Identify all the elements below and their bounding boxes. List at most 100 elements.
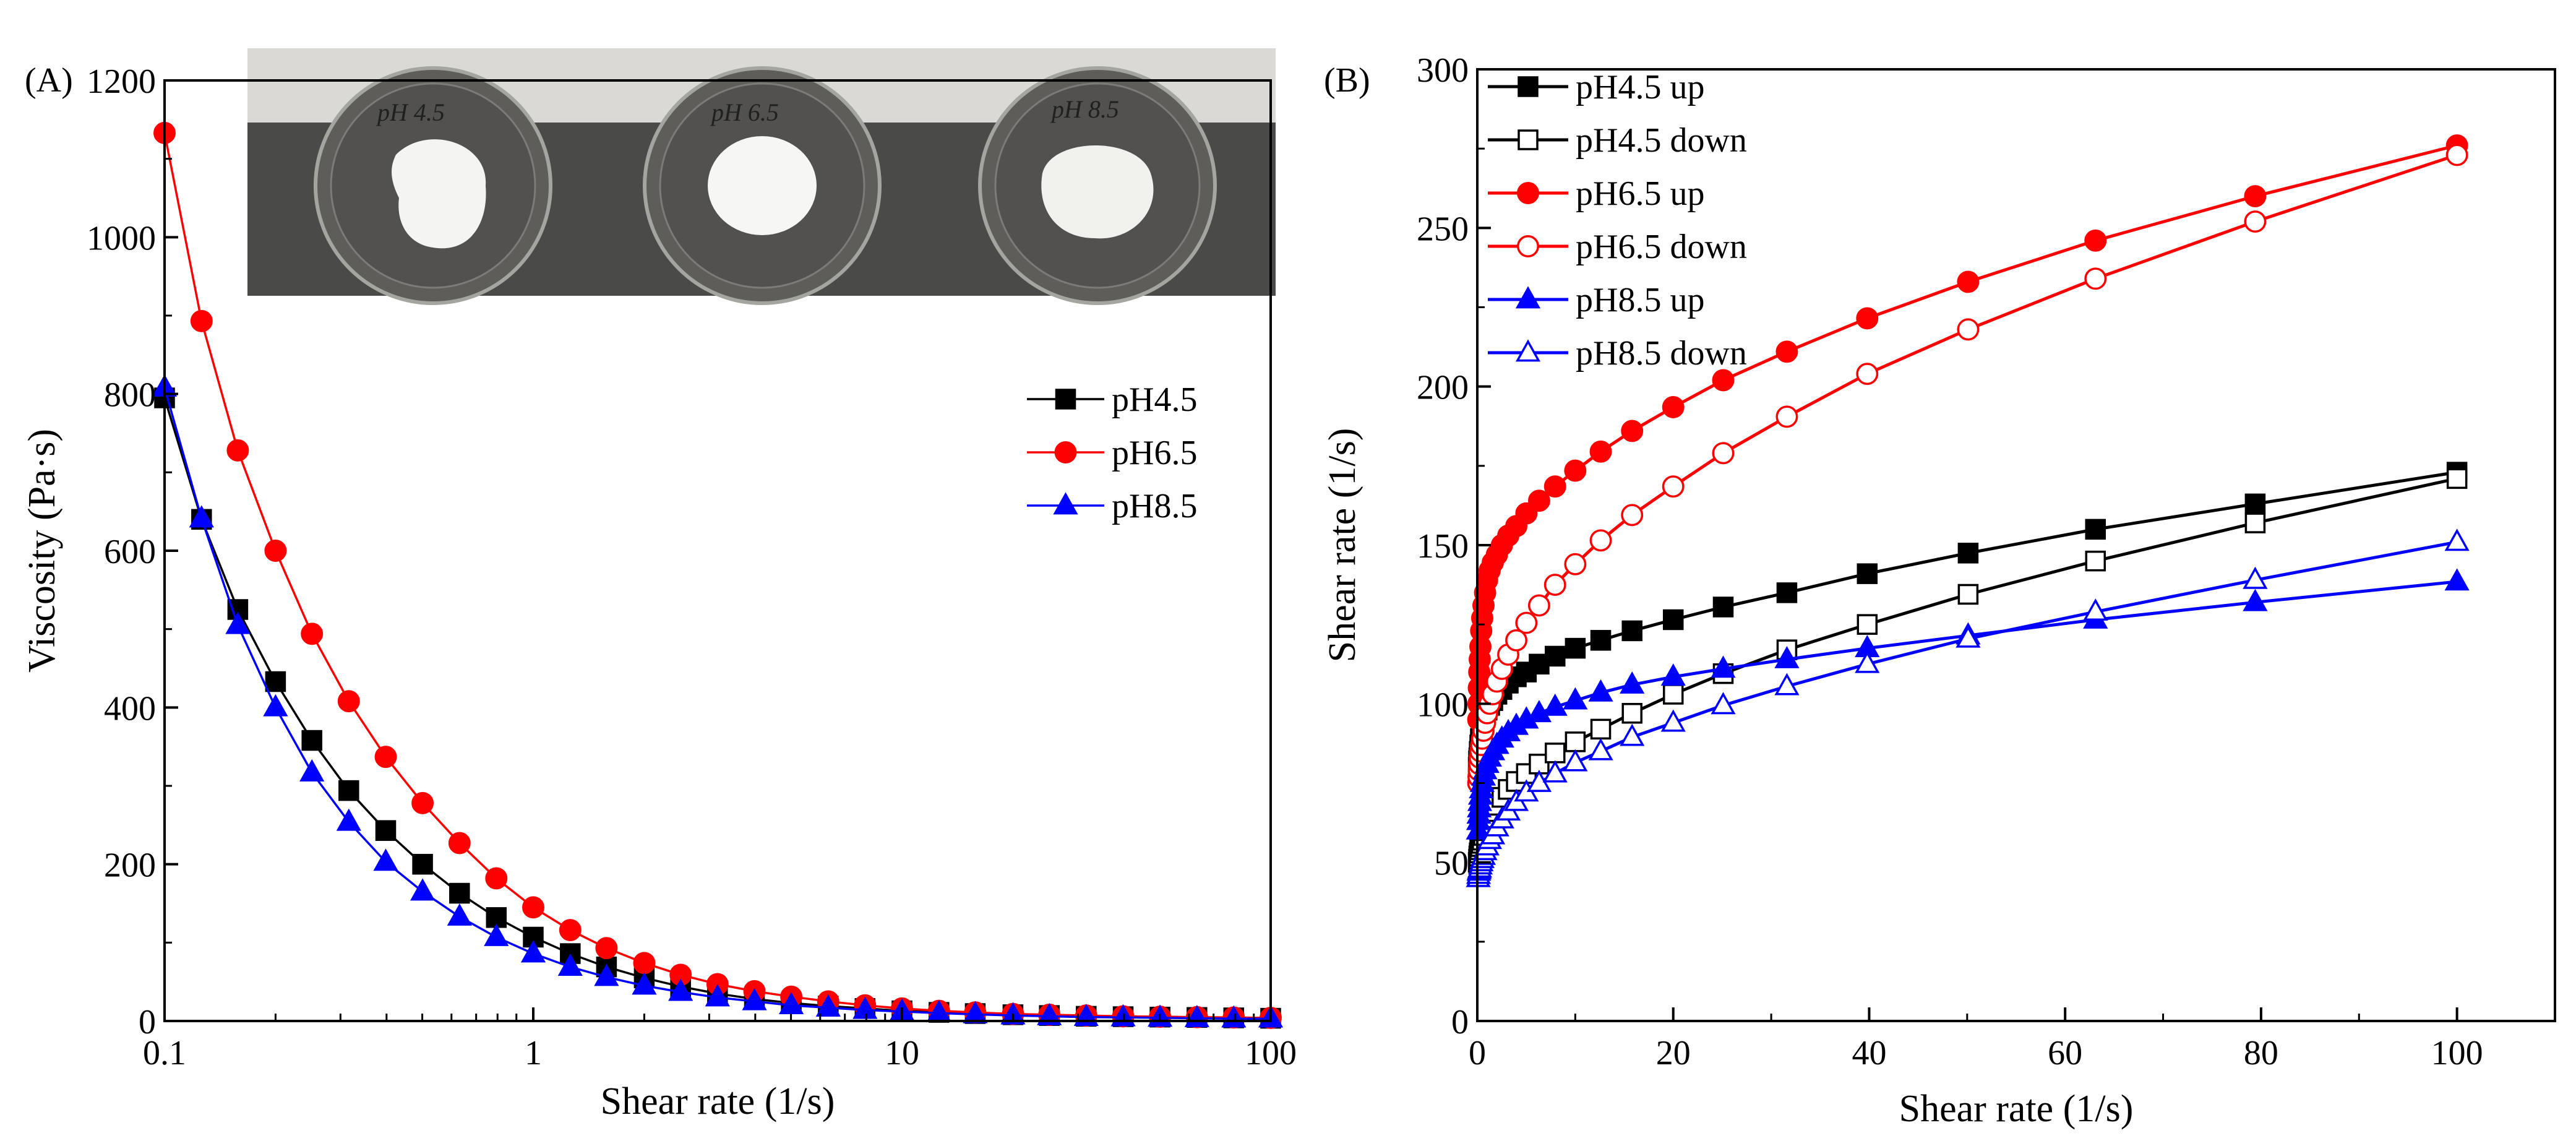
- b-point-ph6-5-down: [1775, 405, 1798, 428]
- a-point-ph8-5: [189, 505, 214, 528]
- a-point-ph8-5: [668, 978, 693, 1001]
- b-x-tick-label: 80: [2244, 1034, 2278, 1072]
- a-point-ph8-5: [373, 848, 398, 871]
- b-point-ph4-5-up: [1776, 582, 1798, 603]
- b-legend-item-ph8-5-up: pH8.5 up: [1488, 281, 1704, 319]
- a-legend-marker: [1053, 492, 1078, 515]
- a-point-ph8-5: [520, 940, 546, 963]
- a-point-ph4-5: [375, 820, 397, 841]
- b-point-ph8-5-up: [1660, 663, 1686, 686]
- b-point-ph6-5-up: [1527, 489, 1550, 512]
- b-legend-marker: [1517, 182, 1539, 204]
- b-point-ph8-5-down: [1588, 738, 1613, 760]
- b-legend-label: pH8.5 up: [1576, 281, 1704, 319]
- panel-b-axes: 0 20 40 60 80 100 0 50 100 150 200 250 300 Shear rate…: [1321, 51, 2556, 1130]
- b-point-ph4-5-down: [1565, 731, 1586, 752]
- b-x-tick-label: 60: [2048, 1034, 2082, 1072]
- a-x-axis-title: Shear rate (1/s): [601, 1080, 835, 1122]
- b-legend-label: pH8.5 down: [1576, 334, 1747, 373]
- b-x-tick-label: 40: [1852, 1034, 1886, 1072]
- a-point-ph6-5: [595, 937, 618, 960]
- a-point-ph6-5: [337, 690, 360, 713]
- b-point-ph6-5-up: [1621, 420, 1644, 442]
- b-y-tick-label: 300: [1417, 51, 1469, 90]
- a-point-ph8-5: [594, 963, 619, 986]
- b-legend-marker: [1515, 339, 1541, 362]
- b-point-ph4-5-up: [1529, 653, 1550, 674]
- b-y-axis-title: Shear rate (1/s): [1321, 428, 1363, 663]
- b-point-ph6-5-down: [1856, 363, 1879, 386]
- a-point-ph4-5: [301, 730, 322, 751]
- b-legend-label: pH6.5 down: [1576, 228, 1747, 266]
- a-point-ph4-5: [449, 882, 470, 904]
- panel-b-label: (B): [1324, 61, 1370, 100]
- b-point-ph6-5-up: [1712, 369, 1735, 392]
- a-point-ph8-5: [815, 994, 841, 1017]
- a-y-tick-label: 1200: [87, 62, 156, 101]
- b-point-ph4-5-down: [2446, 468, 2468, 489]
- b-x-tick-label: 100: [2431, 1034, 2483, 1072]
- panel-a-legend: pH4.5 pH6.5 pH8.5: [1027, 381, 1197, 525]
- a-point-ph8-5: [263, 694, 288, 717]
- petri-dish-ph45: pH 4.5: [314, 66, 552, 305]
- b-point-ph4-5-up: [1621, 620, 1642, 642]
- a-y-tick-label: 800: [104, 376, 156, 415]
- a-point-ph6-5: [633, 952, 656, 975]
- b-y-tick-label: 50: [1434, 845, 1469, 883]
- a-point-ph8-5: [779, 992, 804, 1015]
- b-point-ph6-5-up: [1856, 307, 1879, 330]
- b-point-ph6-5-up: [2244, 185, 2267, 208]
- sample-photo-inset: pH 4.5 pH 6.5 pH 8.5: [247, 48, 1276, 305]
- b-point-ph8-5-down: [2243, 566, 2268, 589]
- b-legend-item-ph6-5-up: pH6.5 up: [1488, 174, 1704, 213]
- a-point-ph8-5: [557, 954, 583, 976]
- b-point-ph8-5-up: [1563, 687, 1588, 710]
- a-x-tick-label: 0.1: [143, 1034, 186, 1072]
- b-point-ph8-5-down: [1855, 650, 1880, 673]
- b-point-ph6-5-down: [1527, 594, 1550, 617]
- a-y-tick-label: 1000: [87, 219, 156, 257]
- b-point-ph4-5-down: [1857, 614, 1878, 635]
- a-point-ph6-5: [374, 746, 397, 769]
- a-point-ph8-5: [742, 988, 767, 1010]
- a-point-ph6-5: [301, 623, 324, 645]
- b-point-ph4-5-up: [1712, 597, 1734, 618]
- a-point-ph6-5: [226, 439, 249, 462]
- b-legend-label: pH4.5 up: [1576, 68, 1704, 106]
- b-point-ph6-5-down: [1621, 504, 1644, 527]
- b-point-ph6-5-down: [1543, 574, 1566, 597]
- a-point-ph6-5: [522, 896, 544, 919]
- b-point-ph4-5-up: [2244, 493, 2266, 515]
- a-legend-label: pH6.5: [1112, 434, 1197, 472]
- a-point-ph6-5: [448, 832, 471, 855]
- b-y-tick-label: 0: [1451, 1003, 1469, 1041]
- a-point-ph4-5: [412, 853, 433, 875]
- a-point-ph8-5: [447, 903, 472, 926]
- b-point-ph4-5-up: [1544, 645, 1566, 667]
- b-point-ph4-5-down: [2244, 512, 2266, 533]
- b-legend-marker: [1518, 129, 1539, 150]
- b-point-ph4-5-down: [1662, 684, 1684, 705]
- b-point-ph6-5-down: [1712, 442, 1735, 465]
- b-y-tick-label: 250: [1417, 210, 1469, 248]
- a-y-tick-label: 400: [104, 689, 156, 728]
- a-legend-marker: [1054, 441, 1077, 463]
- b-point-ph8-5-up: [2243, 588, 2268, 611]
- b-point-ph6-5-up: [2084, 229, 2107, 252]
- b-point-ph8-5-up: [2444, 568, 2470, 591]
- b-legend-item-ph6-5-down: pH6.5 down: [1488, 228, 1747, 266]
- a-point-ph6-5: [559, 919, 582, 942]
- b-point-ph6-5-down: [1589, 529, 1612, 552]
- b-legend-item-ph4-5-up: pH4.5 up: [1488, 68, 1704, 106]
- b-point-ph8-5-down: [1542, 760, 1568, 783]
- dish-label-ph65: pH 6.5: [710, 98, 779, 126]
- a-point-ph8-5: [705, 984, 730, 1007]
- b-point-ph8-5-down: [1620, 723, 1645, 746]
- b-point-ph8-5-up: [1588, 679, 1613, 702]
- a-point-ph8-5: [484, 923, 509, 946]
- dish-label-ph45: pH 4.5: [376, 98, 445, 126]
- a-legend-item-ph8-5: pH8.5: [1027, 487, 1197, 525]
- dish-label-ph85: pH 8.5: [1050, 95, 1119, 123]
- b-x-axis-title: Shear rate (1/s): [1899, 1088, 2134, 1130]
